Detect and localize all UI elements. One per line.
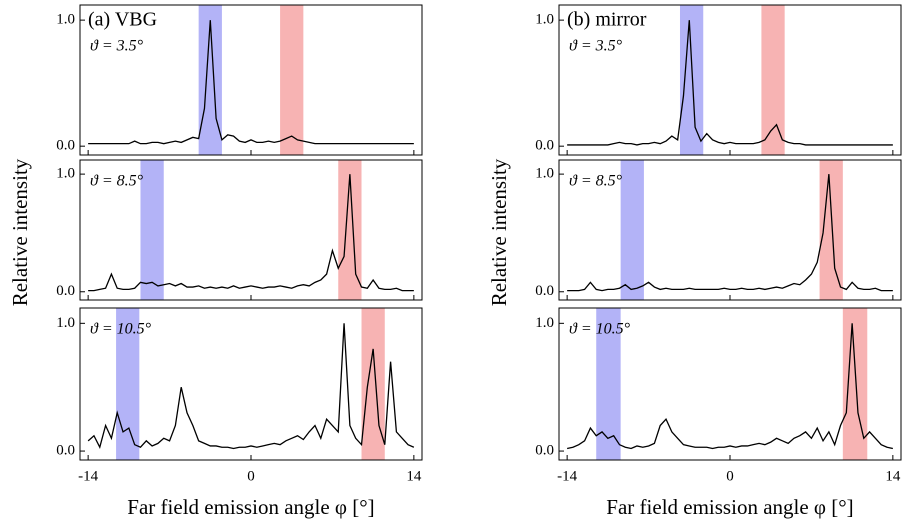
intensity-line [88, 174, 414, 292]
band [679, 5, 704, 155]
x-axis-label: Far field emission angle φ [°] [127, 495, 374, 519]
band [280, 5, 304, 155]
y-tick-label: 1.0 [56, 12, 75, 28]
annotation: ϑ = 10.5° [90, 321, 152, 338]
annotation: ϑ = 8.5° [569, 173, 623, 190]
y-tick-label: 1.0 [535, 315, 554, 331]
intensity-line [567, 20, 893, 146]
y-tick-label: 0.0 [535, 283, 554, 299]
annotation: ϑ = 3.5° [569, 38, 623, 55]
y-tick-label: 0.0 [56, 283, 75, 299]
x-axis-label: Far field emission angle φ [°] [606, 495, 853, 519]
x-tick-label: 14 [885, 468, 901, 484]
annotation: ϑ = 3.5° [90, 38, 144, 55]
band [140, 160, 164, 300]
y-tick-label: 0.0 [535, 138, 554, 154]
y-tick-label: 0.0 [535, 442, 554, 458]
x-tick-label: 0 [247, 468, 255, 484]
panel-label: (b) mirror [567, 9, 647, 31]
annotation: ϑ = 10.5° [569, 321, 631, 338]
y-tick-label: 1.0 [535, 166, 554, 182]
band [819, 160, 843, 300]
y-tick-label: 0.0 [56, 442, 75, 458]
band [596, 308, 621, 460]
band [620, 160, 644, 300]
y-tick-label: 1.0 [56, 166, 75, 182]
y-axis-label: Relative intensity [8, 158, 32, 306]
x-tick-label: 14 [406, 468, 422, 484]
intensity-line [87, 323, 415, 450]
band [761, 5, 785, 155]
y-axis-label: Relative intensity [487, 158, 511, 306]
intensity-line [567, 174, 893, 292]
annotation: ϑ = 8.5° [90, 173, 144, 190]
panel-label: (a) VBG [88, 9, 157, 31]
y-tick-label: 0.0 [56, 138, 75, 154]
band [116, 308, 140, 460]
intensity-line [567, 323, 893, 450]
intensity-line [88, 20, 414, 145]
x-tick-label: -14 [78, 468, 98, 484]
x-tick-label: 0 [726, 468, 734, 484]
y-tick-label: 1.0 [535, 12, 554, 28]
y-tick-label: 1.0 [56, 315, 75, 331]
band [361, 308, 385, 460]
x-tick-label: -14 [557, 468, 577, 484]
